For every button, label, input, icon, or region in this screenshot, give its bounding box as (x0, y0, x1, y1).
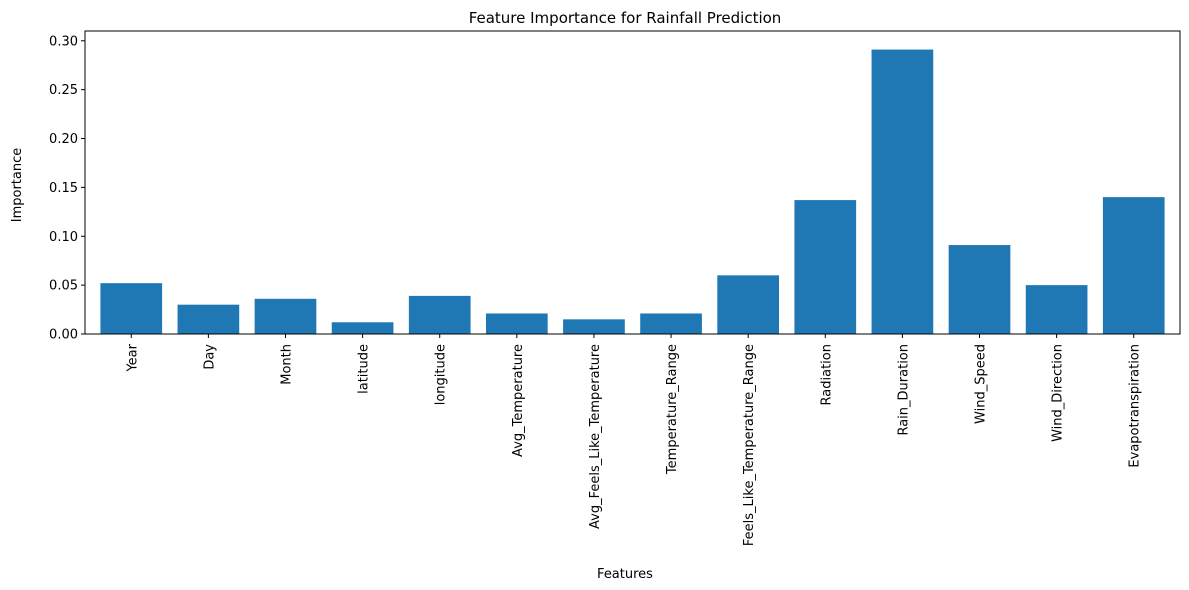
bar-wind-speed (948, 245, 1011, 334)
bar-evapotranspiration (1102, 197, 1165, 334)
plot-frame (84, 30, 1181, 335)
x-tick-label: longitude (434, 344, 449, 405)
y-tick-label: 0.00 (49, 328, 78, 343)
bar-avg-temperature (485, 313, 548, 334)
bar-year (100, 283, 163, 334)
y-axis-label: Importance (10, 148, 25, 223)
bar-longitude (408, 295, 471, 334)
x-tick-label: Wind_Speed (974, 344, 989, 424)
x-tick-label: Wind_Direction (1051, 344, 1066, 442)
bar-latitude (331, 322, 394, 334)
x-tick-label: Month (279, 344, 294, 385)
x-tick-label: Feels_Like_Temperature_Range (742, 344, 757, 546)
bars-group (100, 49, 1165, 334)
bar-rain-duration (871, 49, 934, 334)
x-tick-label: Day (202, 344, 217, 370)
y-tick-label: 0.30 (49, 34, 78, 49)
x-axis: Year Day Month latitude longitude Avg_Tempera… (125, 334, 1143, 546)
y-tick-label: 0.20 (49, 132, 78, 147)
x-tick-label: Rain_Duration (896, 344, 911, 436)
bar-month (254, 298, 317, 334)
y-axis: 0.00 0.05 0.10 0.15 0.20 0.25 0.30 (49, 34, 85, 343)
bar-day (177, 304, 240, 334)
x-tick-label: Avg_Feels_Like_Temperature (588, 344, 603, 529)
x-tick-label: Avg_Temperature (511, 344, 526, 457)
chart-title: Feature Importance for Rainfall Predicti… (469, 9, 782, 27)
x-tick-label: Radiation (819, 344, 834, 405)
y-tick-label: 0.05 (49, 279, 78, 294)
bar-temperature-range (640, 313, 702, 334)
x-axis-label: Features (597, 567, 653, 582)
x-tick-label: latitude (357, 344, 372, 394)
bar-radiation (794, 200, 857, 334)
bar-avg-feels-like-temperature (563, 319, 625, 334)
x-tick-label: Temperature_Range (665, 344, 680, 475)
y-tick-label: 0.10 (49, 230, 78, 245)
y-tick-label: 0.25 (49, 83, 78, 98)
bar-feels-like-temperature-range (717, 275, 780, 334)
x-tick-label: Year (125, 343, 140, 372)
bar-wind-direction (1025, 285, 1088, 334)
x-tick-label: Evapotranspiration (1128, 344, 1143, 468)
y-tick-label: 0.15 (49, 181, 78, 196)
